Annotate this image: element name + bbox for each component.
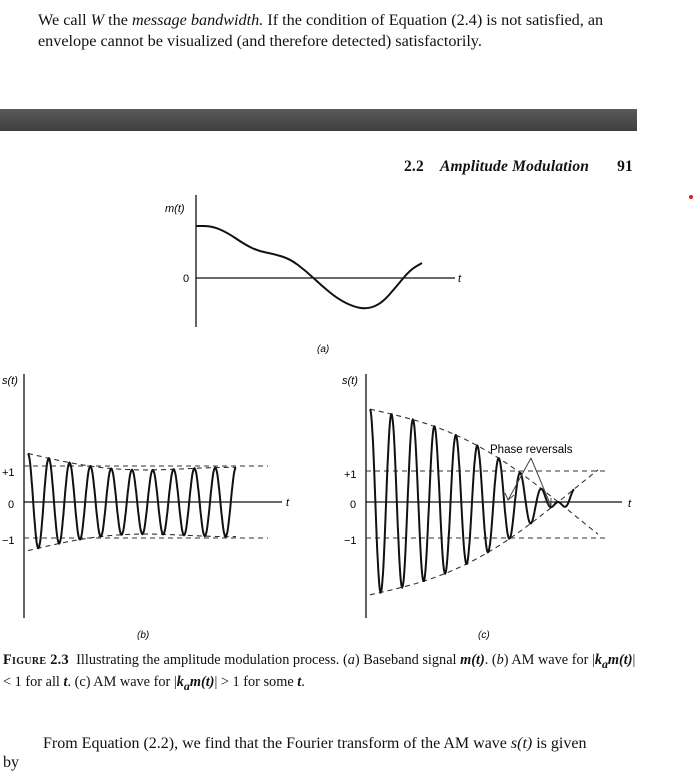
message-signal-curve — [196, 225, 423, 310]
phase-reversals-annotation: Phase reversals — [490, 444, 573, 456]
page-divider-bar — [0, 109, 637, 131]
panel-c-plus-one: +1 — [344, 469, 357, 481]
panel-c-am-wave — [369, 408, 575, 595]
body-paragraph-continuation: by — [3, 754, 19, 771]
term-message-bandwidth: message bandwidth. — [131, 11, 264, 29]
running-head: 2.2 Amplitude Modulation 91 — [404, 158, 633, 176]
panel-c-label: (c) — [478, 630, 490, 641]
figure-2-3: m(t) 0 t (a) s(t) +1 0 −1 t (b) — [2, 195, 632, 641]
panel-b-zero: 0 — [8, 499, 14, 511]
panel-a-label: (a) — [317, 344, 329, 355]
panel-b-envelope-lower — [27, 533, 236, 552]
panel-b-y-label: s(t) — [2, 375, 18, 387]
panel-c: s(t) +1 0 −1 t Phase reversals (c) — [342, 374, 632, 641]
panel-c-zero: 0 — [350, 499, 356, 511]
red-marker-dot — [689, 195, 693, 199]
panel-b-x-label: t — [286, 497, 290, 509]
page-number: 91 — [617, 158, 633, 175]
figure-caption: Figure 2.3 Illustrating the amplitude mo… — [3, 652, 636, 693]
panel-a-zero-label: 0 — [183, 273, 189, 285]
panel-c-envelope-upper — [369, 408, 599, 535]
panel-c-y-label: s(t) — [342, 375, 358, 387]
body-paragraph: From Equation (2.2), we find that the Fo… — [43, 735, 587, 752]
panel-b-minus-one: −1 — [2, 535, 15, 547]
panel-c-envelope-lower — [369, 469, 599, 596]
phase-reversal-arrows — [504, 457, 552, 507]
panel-b-am-wave — [27, 452, 237, 550]
intro-paragraph: We call W the message bandwidth. If the … — [38, 11, 604, 50]
panel-a-y-label: m(t) — [165, 203, 185, 215]
panel-c-minus-one: −1 — [344, 535, 357, 547]
panel-b-envelope-upper — [27, 452, 236, 471]
figure-label: Figure 2.3 — [3, 652, 69, 668]
section-number: 2.2 — [403, 158, 424, 175]
panel-b: s(t) +1 0 −1 t (b) — [2, 374, 290, 641]
panel-c-x-label: t — [628, 498, 632, 510]
panel-b-plus-one: +1 — [2, 467, 15, 479]
panel-a: m(t) 0 t (a) — [165, 195, 462, 355]
panel-a-x-label: t — [458, 273, 462, 285]
panel-b-label: (b) — [137, 630, 149, 641]
section-title: Amplitude Modulation — [439, 158, 590, 175]
